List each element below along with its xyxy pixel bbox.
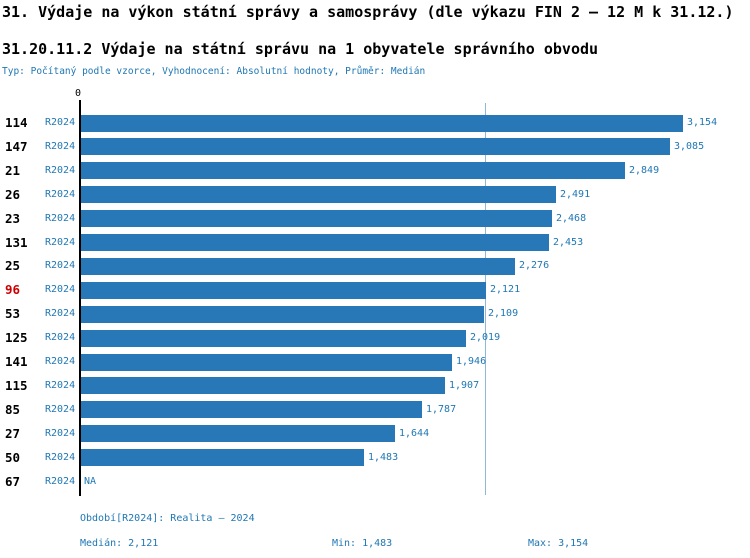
series-label: R2024 (45, 451, 76, 463)
category-label: 25 (5, 258, 21, 274)
value-label: 2,849 (629, 164, 660, 176)
value-label: 1,644 (399, 427, 430, 439)
bar (81, 282, 486, 299)
value-label: 2,276 (519, 260, 550, 272)
value-label: 3,154 (687, 117, 718, 128)
series-label: R2024 (45, 212, 76, 224)
bar (81, 449, 364, 466)
indicator-title: 31.20.11.2 Výdaje na státní správu na 1 … (2, 40, 599, 58)
category-label: 114 (5, 115, 28, 130)
category-label: 141 (5, 354, 28, 369)
series-label: R2024 (45, 308, 76, 320)
footer-max-label: Max: 3,154 (528, 538, 589, 549)
series-label: R2024 (45, 379, 76, 391)
value-label: 1,787 (426, 403, 457, 415)
indicator-meta: Typ: Počítaný podle vzorce, Vyhodnocení:… (2, 66, 426, 77)
bar (81, 162, 625, 179)
report-title: 31. Výdaje na výkon státní správy a samo… (2, 3, 734, 21)
bar (81, 186, 556, 203)
category-label: 85 (5, 401, 21, 417)
series-label: R2024 (45, 188, 76, 200)
category-label: 125 (5, 330, 28, 346)
value-label: 2,109 (488, 308, 519, 320)
category-label: 147 (5, 138, 28, 154)
value-label: 1,907 (449, 379, 480, 391)
category-label: 27 (5, 425, 21, 441)
bar (81, 330, 466, 347)
series-label: R2024 (45, 284, 76, 296)
series-label: R2024 (45, 356, 76, 367)
bar (81, 425, 395, 442)
bar (81, 354, 452, 371)
category-label: 21 (5, 162, 21, 178)
category-label: 50 (5, 449, 21, 465)
bar (81, 210, 552, 227)
median-reference-line (484, 103, 487, 495)
category-label: 96 (5, 282, 21, 298)
value-label: 2,019 (470, 332, 501, 344)
bar (81, 258, 515, 275)
series-label: R2024 (45, 236, 76, 248)
series-label: R2024 (45, 140, 76, 152)
series-label: R2024 (45, 260, 76, 272)
y-axis-line (79, 100, 81, 496)
value-label: 2,491 (560, 188, 591, 200)
footer-period-label: Období[R2024]: Realita – 2024 (80, 513, 255, 524)
category-label: 53 (5, 306, 21, 322)
category-label: 115 (5, 377, 28, 393)
series-label: R2024 (45, 403, 76, 415)
bar (81, 234, 549, 251)
category-label: 131 (5, 234, 28, 250)
value-label: 2,453 (553, 236, 584, 248)
category-label: 26 (5, 186, 21, 202)
category-label: 23 (5, 210, 21, 226)
value-label: 3,085 (674, 140, 705, 152)
category-label: 67 (5, 473, 21, 489)
series-label: R2024 (45, 117, 76, 128)
bar (81, 401, 422, 418)
bar (81, 138, 670, 155)
value-label: 1,483 (368, 451, 399, 463)
series-label: R2024 (45, 332, 76, 344)
footer-median-label: Medián: 2,121 (80, 538, 159, 549)
value-label: 2,121 (490, 284, 521, 296)
bar (81, 306, 484, 323)
footer-min-label: Min: 1,483 (332, 538, 393, 549)
series-label: R2024 (45, 164, 76, 176)
value-label: 1,946 (456, 356, 487, 367)
value-label: NA (84, 475, 97, 487)
x-axis-zero-label: 0 (74, 88, 82, 99)
bar (81, 115, 683, 132)
series-label: R2024 (45, 475, 76, 487)
bar (81, 377, 445, 394)
series-label: R2024 (45, 427, 76, 439)
value-label: 2,468 (556, 212, 587, 224)
